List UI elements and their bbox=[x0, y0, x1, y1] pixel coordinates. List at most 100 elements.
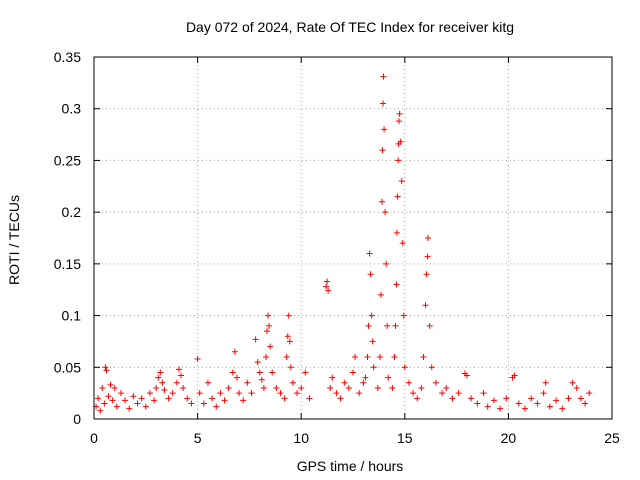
data-point bbox=[341, 379, 348, 386]
y-tick-label: 0.1 bbox=[62, 308, 82, 324]
data-point bbox=[365, 322, 372, 329]
data-point bbox=[306, 395, 313, 402]
data-point bbox=[101, 400, 108, 407]
data-point bbox=[105, 393, 112, 400]
data-point bbox=[175, 366, 182, 373]
x-axis-label: GPS time / hours bbox=[297, 458, 404, 474]
data-point bbox=[424, 253, 431, 260]
data-point bbox=[425, 235, 432, 241]
data-point bbox=[463, 372, 470, 379]
data-point bbox=[569, 379, 576, 386]
data-point bbox=[391, 353, 398, 360]
data-point bbox=[449, 395, 456, 402]
data-point bbox=[393, 281, 400, 288]
data-point bbox=[376, 353, 383, 360]
x-tick-label: 25 bbox=[604, 430, 620, 446]
data-point bbox=[266, 322, 273, 329]
data-point bbox=[420, 353, 427, 360]
data-point bbox=[173, 379, 180, 386]
data-point bbox=[423, 271, 430, 278]
data-point bbox=[153, 384, 160, 391]
data-point bbox=[381, 126, 388, 133]
data-point bbox=[379, 147, 386, 154]
data-point bbox=[151, 397, 158, 404]
data-point bbox=[405, 379, 412, 386]
data-point bbox=[225, 384, 232, 391]
data-point bbox=[95, 395, 102, 402]
data-point bbox=[455, 390, 462, 397]
data-point bbox=[260, 384, 267, 391]
data-point bbox=[283, 353, 290, 360]
data-point bbox=[277, 390, 284, 397]
data-point bbox=[528, 395, 535, 402]
data-point bbox=[337, 395, 344, 402]
data-point bbox=[289, 379, 296, 386]
data-point bbox=[240, 397, 247, 404]
y-tick-label: 0.25 bbox=[54, 152, 81, 168]
data-point bbox=[400, 312, 407, 319]
chart-title: Day 072 of 2024, Rate Of TEC Index for r… bbox=[186, 19, 514, 35]
data-point bbox=[157, 369, 164, 376]
y-tick-label: 0.05 bbox=[54, 359, 81, 375]
plot-area-border bbox=[93, 56, 613, 420]
data-point bbox=[418, 384, 425, 391]
data-point bbox=[269, 369, 276, 376]
data-point bbox=[294, 390, 301, 397]
data-point bbox=[439, 390, 446, 397]
grid-lines bbox=[94, 57, 612, 419]
x-tick-label: 0 bbox=[90, 430, 98, 446]
data-point bbox=[256, 369, 263, 376]
data-point bbox=[169, 390, 176, 397]
data-point bbox=[236, 390, 243, 397]
data-point bbox=[264, 328, 271, 335]
data-point bbox=[374, 384, 381, 391]
data-point bbox=[284, 333, 291, 340]
data-point bbox=[395, 118, 402, 125]
data-point bbox=[582, 400, 589, 407]
y-axis-label: ROTI / TECUs bbox=[6, 195, 22, 285]
data-point bbox=[432, 379, 439, 386]
y-tick-label: 0.35 bbox=[54, 49, 81, 65]
data-point bbox=[521, 405, 528, 412]
x-tick-label: 15 bbox=[397, 430, 413, 446]
data-point bbox=[345, 384, 352, 391]
data-point bbox=[577, 395, 584, 402]
data-point bbox=[325, 287, 332, 294]
data-point bbox=[180, 384, 187, 391]
data-point bbox=[194, 356, 201, 363]
data-point bbox=[399, 240, 406, 247]
y-tick-label: 0 bbox=[73, 411, 81, 427]
data-point bbox=[184, 395, 191, 402]
data-point bbox=[396, 110, 403, 117]
data-point bbox=[265, 312, 272, 319]
data-point bbox=[285, 312, 292, 319]
data-point bbox=[428, 364, 435, 371]
data-point bbox=[204, 379, 211, 386]
data-point bbox=[329, 374, 336, 381]
y-tick-labels: 0 0.05 0.1 0.15 0.2 0.25 0.3 0.35 bbox=[54, 49, 81, 427]
data-point bbox=[188, 400, 195, 407]
data-point bbox=[553, 397, 560, 404]
data-point bbox=[196, 390, 203, 397]
data-point bbox=[542, 379, 549, 386]
data-point bbox=[117, 390, 124, 397]
data-point bbox=[99, 384, 106, 391]
data-point bbox=[161, 387, 168, 394]
data-point bbox=[102, 364, 109, 371]
data-point bbox=[352, 353, 359, 360]
data-point bbox=[385, 374, 392, 381]
data-point bbox=[267, 343, 274, 350]
data-point bbox=[382, 209, 389, 216]
axis-ticks bbox=[93, 56, 613, 420]
data-point bbox=[273, 384, 280, 391]
data-point bbox=[380, 73, 387, 80]
data-point bbox=[394, 193, 401, 200]
data-point bbox=[258, 376, 265, 383]
data-point bbox=[209, 395, 216, 402]
data-point bbox=[217, 390, 224, 397]
data-point bbox=[377, 291, 384, 298]
data-point bbox=[392, 322, 399, 329]
data-point bbox=[103, 367, 110, 374]
data-point bbox=[327, 384, 334, 391]
